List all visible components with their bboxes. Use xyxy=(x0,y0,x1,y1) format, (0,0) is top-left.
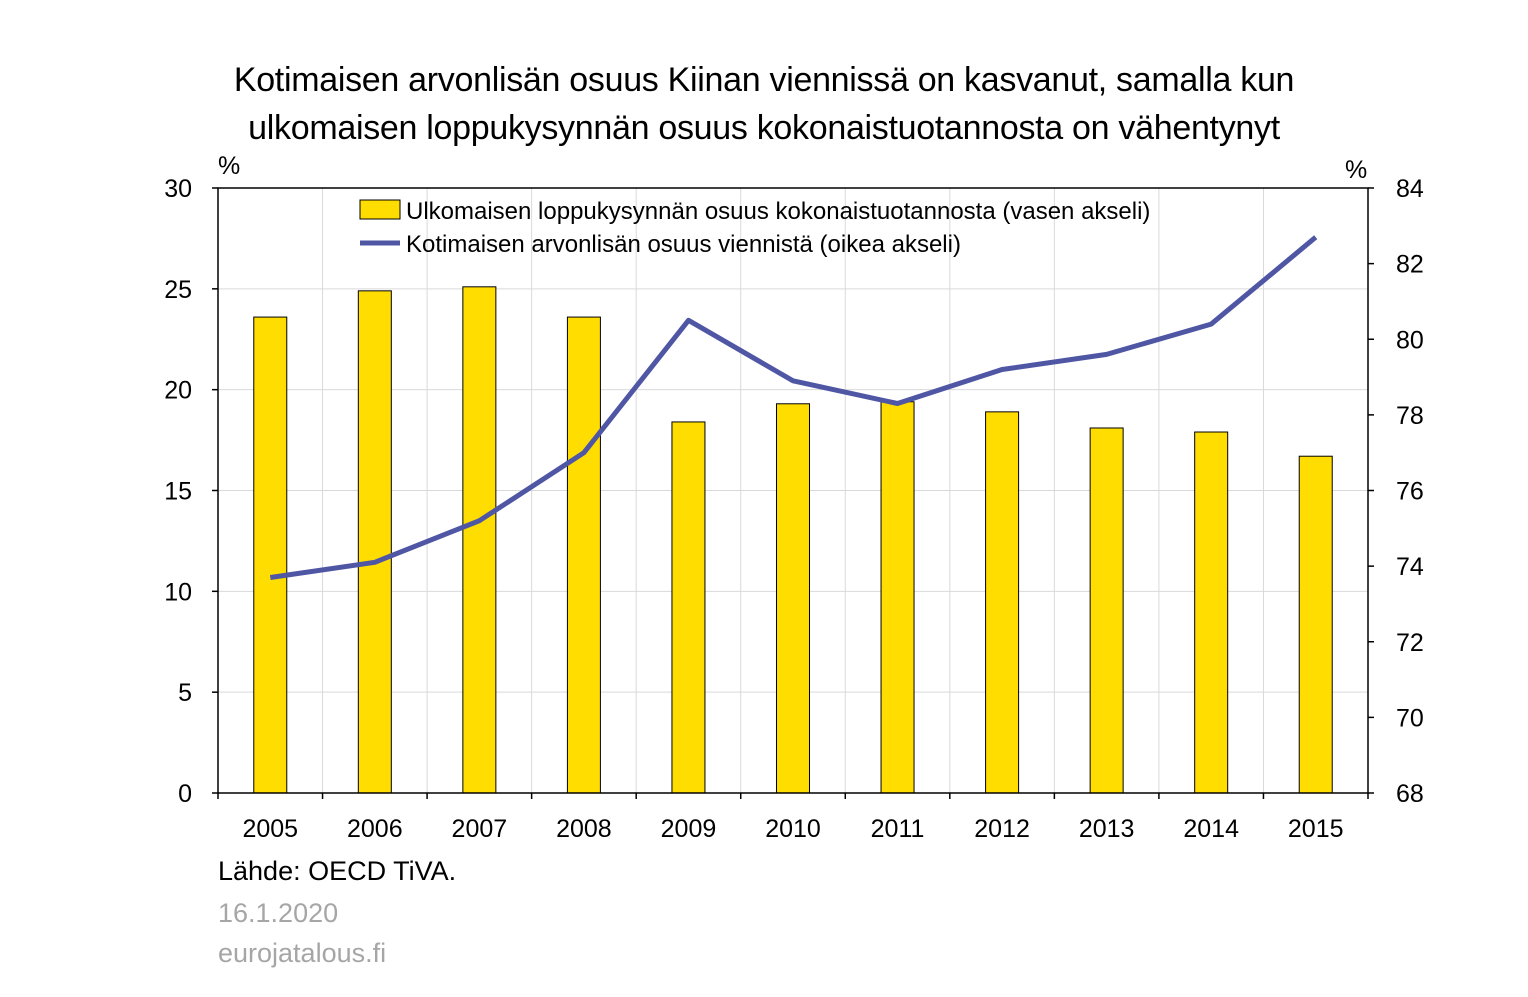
bar-series xyxy=(253,286,1333,794)
line-series xyxy=(269,235,1318,580)
left-tick-label: 15 xyxy=(164,478,192,506)
x-axis-ticks: 2005 2006 2007 2008 2009 2010 2011 2012 2013 2014… xyxy=(217,793,1369,843)
legend-bar-swatch xyxy=(359,199,401,220)
x-tick-label: 2007 xyxy=(452,815,508,843)
site-name: eurojatalous.fi xyxy=(218,938,387,968)
left-axis-unit: % xyxy=(218,152,241,180)
left-tick-label: 25 xyxy=(164,276,192,304)
bar-2015 xyxy=(1298,455,1333,794)
left-tick-label: 20 xyxy=(164,377,192,405)
right-tick-label: 70 xyxy=(1396,704,1424,732)
legend-line-label: Kotimaisen arvonlisän osuus viennistä (o… xyxy=(406,231,961,258)
right-tick-label: 76 xyxy=(1396,478,1424,506)
chart-title-line-2: ulkomaisen loppukysynnän osuus kokonaist… xyxy=(248,109,1280,147)
x-tick-label: 2009 xyxy=(661,815,717,843)
right-axis-unit: % xyxy=(1345,156,1368,184)
bar-2014 xyxy=(1194,431,1229,794)
right-tick-label: 72 xyxy=(1396,629,1424,657)
publish-date: 16.1.2020 xyxy=(218,898,339,928)
x-tick-label: 2010 xyxy=(765,815,821,843)
bar-2005 xyxy=(253,316,288,794)
x-tick-label: 2008 xyxy=(556,815,612,843)
bar-2006 xyxy=(357,290,392,794)
right-tick-label: 78 xyxy=(1396,402,1424,430)
right-tick-label: 68 xyxy=(1396,780,1424,808)
x-tick-label: 2006 xyxy=(347,815,403,843)
right-tick-label: 80 xyxy=(1396,326,1424,354)
x-tick-label: 2012 xyxy=(974,815,1030,843)
right-tick-label: 74 xyxy=(1396,553,1424,581)
legend-bar-label: Ulkomaisen loppukysynnän osuus kokonaist… xyxy=(406,198,1150,225)
left-tick-label: 0 xyxy=(178,780,192,808)
source-note: Lähde: OECD TiVA. xyxy=(218,856,457,886)
left-axis-ticks: 0 5 10 15 20 25 30 xyxy=(164,175,218,808)
bar-2010 xyxy=(776,403,810,794)
gridlines xyxy=(218,188,1368,793)
left-tick-label: 10 xyxy=(164,578,192,606)
bar-2013 xyxy=(1089,427,1124,794)
bar-2011 xyxy=(880,401,915,794)
bar-2012 xyxy=(985,411,1020,794)
x-tick-label: 2011 xyxy=(871,815,925,843)
right-tick-label: 82 xyxy=(1396,251,1424,279)
legend: Ulkomaisen loppukysynnän osuus kokonaist… xyxy=(359,198,1150,258)
x-tick-label: 2005 xyxy=(242,815,298,843)
chart-title-line-1: Kotimaisen arvonlisän osuus Kiinan vienn… xyxy=(233,61,1295,99)
x-tick-label: 2013 xyxy=(1079,815,1135,843)
bar-2008 xyxy=(566,316,601,794)
bar-2007 xyxy=(462,286,497,794)
left-tick-label: 5 xyxy=(178,679,192,707)
right-tick-label: 84 xyxy=(1396,175,1424,203)
right-axis-ticks: 68 70 72 74 76 78 80 82 84 xyxy=(1368,175,1424,808)
left-tick-label: 30 xyxy=(164,175,192,203)
x-tick-label: 2015 xyxy=(1288,815,1344,843)
bar-2009 xyxy=(671,421,706,794)
x-tick-label: 2014 xyxy=(1183,815,1239,843)
